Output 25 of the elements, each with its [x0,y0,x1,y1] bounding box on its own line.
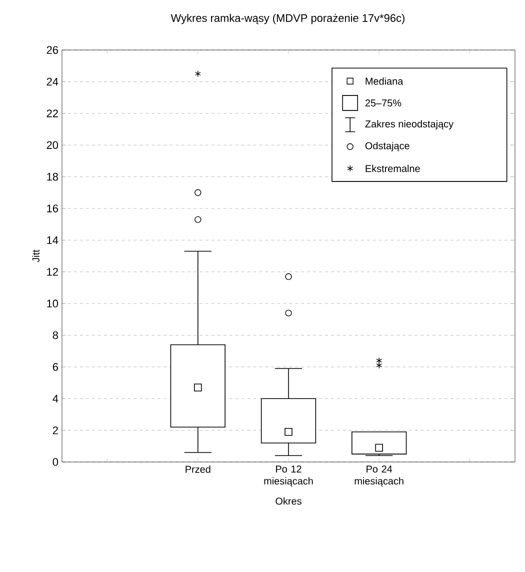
y-tick-label: 0 [52,458,58,466]
y-tick-label: 6 [52,363,58,371]
y-tick-label: 16 [47,204,58,212]
y-tick-label: 24 [46,78,58,86]
y-tick-label: 26 [46,46,58,54]
y-tick-label: 8 [52,331,58,340]
legend-label: Ekstremalne [366,164,420,172]
y-tick-label: 2 [52,426,58,434]
y-tick-label: 10 [47,300,58,308]
x-axis-title: Okres [276,497,302,505]
annotation: Zakres nieodstający [365,120,454,130]
annotation: Mediana [366,77,404,85]
x-tick-label: Przed [186,466,210,473]
legend-label: Odstające [365,142,410,152]
y-tick-label: 22 [46,110,58,118]
x-tick-label: Po 24 miesiącach [354,466,404,486]
chart-title: Wykres ramka-wąsy (MDVP porażenie 17v*96c) [170,14,404,24]
y-tick-label: 14 [47,236,58,244]
y-tick-label: 18 [47,172,58,181]
legend-label: 25–75% [365,99,402,106]
y-tick-label: 4 [52,394,58,402]
x-tick-label: Po 12 miesiącach [264,466,313,486]
y-tick-label: 20 [46,141,58,149]
y-axis-title: Jitt [32,250,40,262]
y-tick-label: 12 [47,268,58,276]
